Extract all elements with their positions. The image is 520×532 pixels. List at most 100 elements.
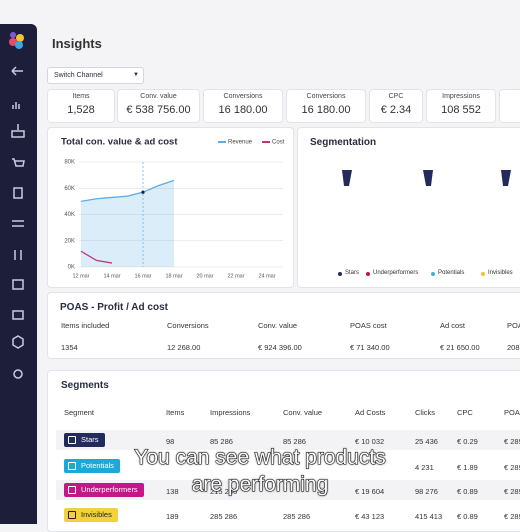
- page: Insights Switch Channel ▼ Items 1,528 Conv…: [0, 24, 520, 532]
- chart: Total con. value & ad cost 0K 20K 40K 60K 80K…: [61, 137, 285, 280]
- poas-value: 12 268.00: [167, 343, 201, 352]
- table-cell: € 19 604: [355, 487, 385, 496]
- kpi-value: 108 552: [441, 104, 481, 116]
- table-cell: 285 286: [210, 512, 238, 521]
- kpi-value: € 538 756.00: [126, 104, 191, 116]
- row-bg: [56, 480, 520, 500]
- table-cell: € 10 032: [355, 437, 385, 446]
- sidebar-icons: [9, 32, 25, 379]
- segments-card: Segments Segment Items Impressions Conv. va…: [47, 370, 520, 532]
- table-cell: 85 286: [210, 437, 233, 446]
- table-cell: € 1.89: [457, 463, 478, 472]
- kpi-card: [499, 89, 520, 123]
- table-cell: 415 413: [415, 512, 443, 521]
- kpi-card: Conversions 16 180.00: [203, 89, 283, 123]
- poas-header: Conv. value: [258, 321, 298, 330]
- line: [80, 179, 175, 203]
- legend-label: Revenue: [228, 140, 253, 146]
- poas-header: Conversions: [167, 321, 209, 330]
- kpi-label: Items: [72, 93, 90, 100]
- chart-title: Total con. value & ad cost: [61, 137, 178, 148]
- table-cell: € 0.89: [457, 512, 478, 521]
- kpi-label: Conv. value: [140, 93, 177, 100]
- caption-line: are performing: [191, 473, 329, 497]
- caption-line: You can see what products: [134, 446, 386, 470]
- segmentation-title: Segmentation: [310, 137, 377, 148]
- kpi-card: CPC € 2.34: [369, 89, 423, 123]
- y-tick-label: 80K: [64, 160, 75, 166]
- poas-value: € 924 396.00: [258, 343, 302, 352]
- channel-select-label: Switch Channel: [54, 72, 103, 79]
- kpi-label: CPC: [388, 93, 404, 100]
- poas-header: Ad cost: [440, 321, 466, 330]
- table-header: Ad Costs: [355, 408, 386, 417]
- poas-title: POAS - Profit / Ad cost: [60, 302, 168, 313]
- table-header: POAS: [504, 408, 520, 417]
- hover-dot: [141, 190, 145, 194]
- segment-badge: Stars: [64, 433, 105, 447]
- legend-dot: [366, 272, 370, 276]
- table-header: Items: [166, 408, 185, 417]
- chart-card: Total con. value & ad cost 0K 20K 40K 60K 80K…: [47, 127, 294, 288]
- x-tick-label: 12 mar: [72, 273, 89, 279]
- legend-dot: [431, 272, 435, 276]
- dropdown-arrow: ▼: [133, 72, 139, 78]
- table-cell: 4 231: [415, 463, 434, 472]
- kpi-card: Items 1,528: [47, 89, 115, 123]
- table-cell: 138: [166, 487, 179, 496]
- x-tick-label: 24 mar: [258, 273, 275, 279]
- table-header: Impressions: [210, 408, 251, 417]
- table-cell: 98: [166, 437, 175, 446]
- segment-badge: Invisibles: [64, 508, 118, 522]
- table-cell: € 289: [504, 487, 520, 496]
- legend-dot: [481, 272, 485, 276]
- table-cell: 98 276: [415, 487, 438, 496]
- poas-value: 208: [507, 343, 520, 352]
- y-tick-label: 40K: [64, 212, 75, 218]
- table-cell: € 289: [504, 512, 520, 521]
- kpi-card: Conv. value € 538 756.00: [117, 89, 200, 123]
- legend-label: Potentials: [438, 270, 465, 276]
- x-tick-label: 20 mar: [196, 273, 213, 279]
- kpi-value: 1,528: [67, 104, 95, 116]
- line: [80, 250, 113, 264]
- segmentation-card: Segmentation Stars Underperformers Potenti…: [297, 127, 520, 288]
- x-tick-label: 16 mar: [134, 273, 151, 279]
- legend-label: Cost: [272, 140, 285, 146]
- table-header: CPC: [457, 408, 473, 417]
- poas-header: POAS: [507, 321, 520, 330]
- table-cell: € 43 123: [355, 512, 385, 521]
- table-header: Conv. value: [283, 408, 323, 417]
- table-cell: € 0.29: [457, 437, 478, 446]
- poas-value: € 71 340.00: [350, 343, 390, 352]
- table-cell: 85 286: [283, 437, 306, 446]
- y-tick-label: 60K: [64, 186, 75, 192]
- area: [81, 180, 174, 267]
- table-header: Clicks: [415, 408, 435, 417]
- page-title: Insights: [52, 36, 102, 51]
- table-cell: € 289: [504, 463, 520, 472]
- table-cell: 25 436: [415, 437, 438, 446]
- kpi-value: € 2.34: [380, 104, 412, 116]
- table-cell: 189: [166, 512, 179, 521]
- table-header: Segment: [64, 408, 95, 417]
- poas-card: POAS - Profit / Ad cost Items included 13…: [47, 292, 520, 359]
- kpi-value: 16 180.00: [218, 104, 268, 116]
- legend-label: Invisibles: [488, 270, 513, 276]
- x-tick-label: 18 mar: [165, 273, 182, 279]
- segments-title: Segments: [61, 380, 109, 391]
- kpi-label: Conversions: [223, 93, 263, 100]
- legend-label: Stars: [345, 270, 360, 276]
- kpi-label: Impressions: [442, 93, 480, 100]
- segment-badge: Underperformers: [64, 483, 144, 497]
- legend-dot: [338, 272, 342, 276]
- segment-icon: [68, 486, 76, 494]
- segment-badge: Potentials: [64, 459, 120, 473]
- segmentation-marks: [342, 170, 511, 186]
- poas-value: € 21 650.00: [440, 343, 480, 352]
- channel-select[interactable]: Switch Channel ▼: [47, 67, 144, 84]
- table-cell: 285 286: [283, 512, 311, 521]
- poas-value: 1354: [61, 343, 78, 352]
- row-bg: [56, 456, 520, 476]
- x-tick-label: 14 mar: [103, 273, 120, 279]
